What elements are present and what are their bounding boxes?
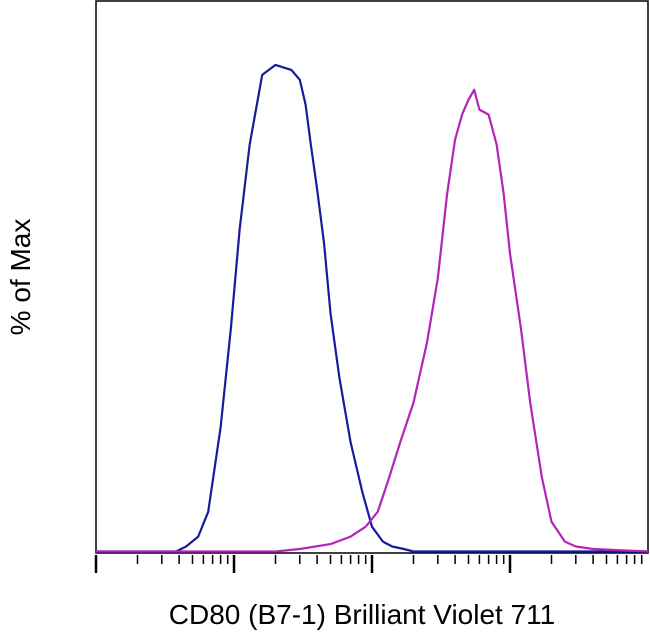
plot-frame: [95, 0, 649, 554]
y-axis-label: % of Max: [5, 219, 36, 336]
x-axis-ticks: [94, 555, 643, 573]
histogram-series-1: [96, 63, 648, 553]
x-axis-label: CD80 (B7-1) Brilliant Violet 711: [169, 599, 555, 630]
histogram-series-2: [96, 88, 649, 553]
series-layer: [96, 63, 649, 553]
